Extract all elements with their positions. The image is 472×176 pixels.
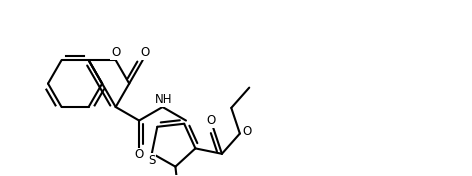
Text: O: O xyxy=(135,149,144,162)
Text: O: O xyxy=(242,125,252,138)
Text: O: O xyxy=(111,46,120,59)
Text: O: O xyxy=(206,114,216,127)
Text: NH: NH xyxy=(155,93,173,106)
Text: O: O xyxy=(141,46,150,59)
Text: S: S xyxy=(148,154,156,167)
